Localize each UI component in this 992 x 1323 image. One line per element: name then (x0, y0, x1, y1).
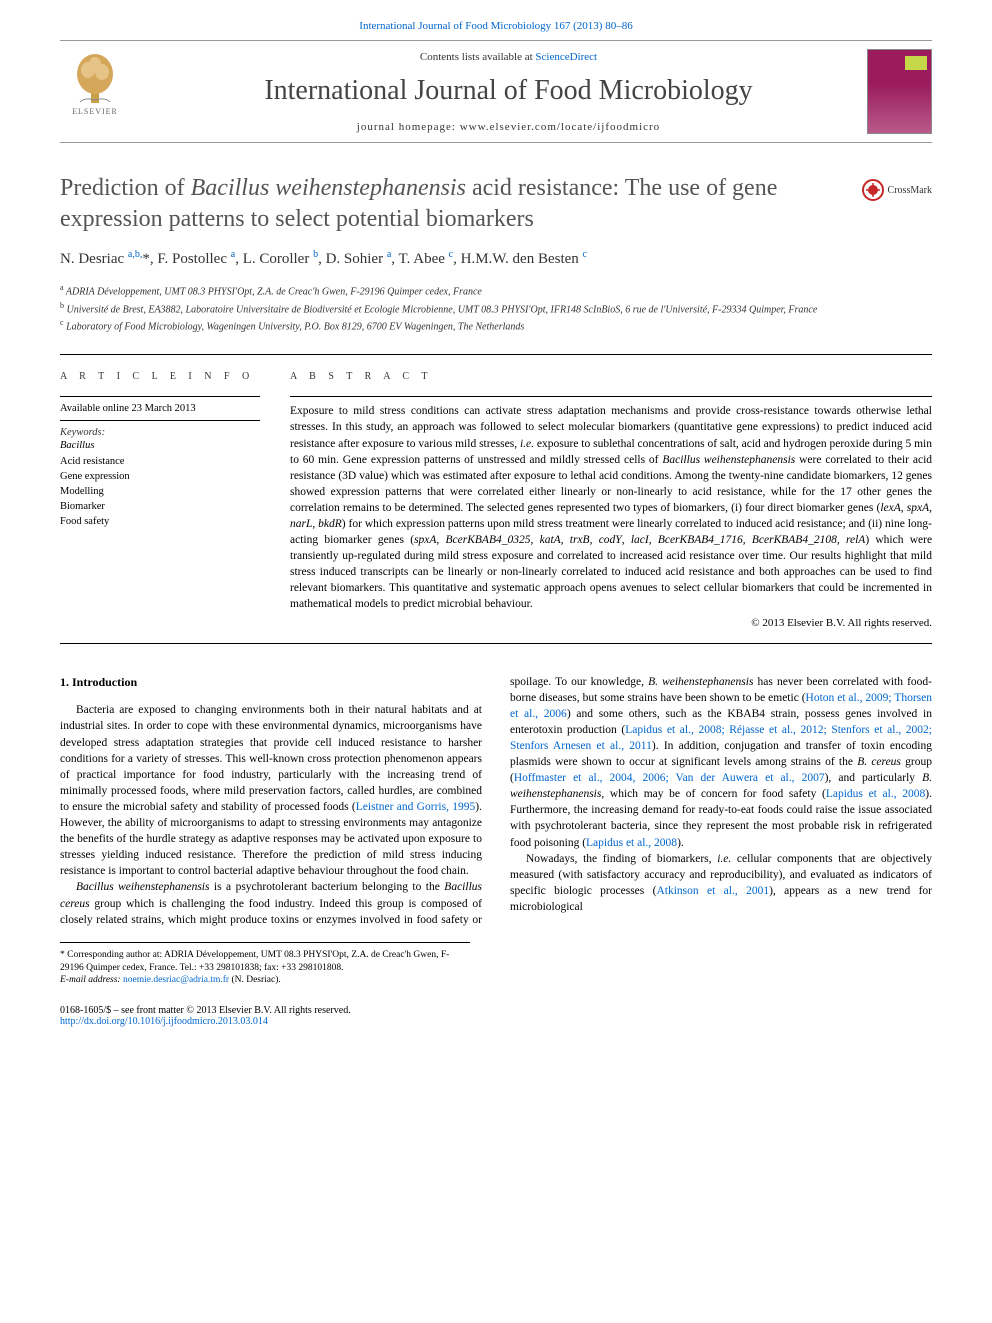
keywords-label: Keywords: (60, 427, 260, 438)
intro-p1: Bacteria are exposed to changing environ… (60, 702, 482, 879)
sciencedirect-link[interactable]: ScienceDirect (535, 51, 597, 63)
corresponding-author-footnote: * Corresponding author at: ADRIA Dévelop… (60, 942, 470, 987)
publisher-logo: ELSEVIER (60, 52, 130, 132)
p3-ref[interactable]: Atkinson et al., 2001 (656, 885, 769, 897)
body-text: 1. Introduction Bacteria are exposed to … (60, 674, 932, 928)
p2-ref4[interactable]: Lapidus et al., 2008 (826, 788, 925, 800)
masthead: ELSEVIER Contents lists available at Sci… (60, 40, 932, 143)
available-online-date: Available online 23 March 2013 (60, 403, 260, 414)
crossmark-badge[interactable]: CrossMark (862, 179, 932, 201)
abstract-rule (290, 396, 932, 397)
p2k: ), and particularly (825, 772, 923, 784)
article-title: Prediction of Bacillus weihenstephanensi… (60, 173, 842, 235)
publisher-name: ELSEVIER (72, 107, 118, 116)
homepage-line: journal homepage: www.elsevier.com/locat… (150, 121, 867, 133)
info-rule-2 (60, 420, 260, 421)
full-divider (60, 643, 932, 644)
p2-species4: B. cereus (857, 756, 901, 768)
issn-copyright: 0168-1605/$ – see front matter © 2013 El… (60, 1005, 351, 1016)
abstract-column: A B S T R A C T Exposure to mild stress … (290, 371, 932, 628)
email-suffix: (N. Desriac). (229, 975, 281, 985)
copyright-line: © 2013 Elsevier B.V. All rights reserved… (290, 617, 932, 629)
homepage-prefix: journal homepage: (357, 121, 460, 133)
section-divider (60, 354, 932, 355)
crossmark-label: CrossMark (888, 185, 932, 196)
abstract-body: Exposure to mild stress conditions can a… (290, 403, 932, 612)
page-footer: 0168-1605/$ – see front matter © 2013 El… (60, 1005, 932, 1027)
elsevier-tree-icon (70, 52, 120, 107)
crossmark-icon (862, 179, 884, 201)
p2-species3: B. weihenstephanensis (648, 676, 753, 688)
affiliations: a ADRIA Développement, UMT 08.3 PHYSI'Op… (60, 282, 932, 334)
title-pre: Prediction of (60, 175, 191, 201)
p2m: , which may be of concern for food safet… (601, 788, 825, 800)
p2-ref5[interactable]: Lapidus et al., 2008 (586, 837, 677, 849)
journal-cover-thumb (867, 49, 932, 134)
article-info-heading: A R T I C L E I N F O (60, 371, 260, 382)
p2-ref3[interactable]: Hoffmaster et al., 2004, 2006; Van der A… (514, 772, 825, 784)
contents-line: Contents lists available at ScienceDirec… (150, 51, 867, 63)
title-species: Bacillus weihenstephanensis (191, 175, 466, 201)
authors: N. Desriac a,b,*, F. Postollec a, L. Cor… (60, 249, 932, 268)
journal-title: International Journal of Food Microbiolo… (150, 75, 867, 107)
doi-link[interactable]: http://dx.doi.org/10.1016/j.ijfoodmicro.… (60, 1016, 351, 1027)
p1-text: Bacteria are exposed to changing environ… (60, 704, 482, 813)
p2o: ). (677, 837, 684, 849)
keywords-list: BacillusAcid resistanceGene expressionMo… (60, 438, 260, 529)
p2-species1: Bacillus weihenstephanensis (76, 881, 209, 893)
p2b: is a psychrotolerant bacterium belonging… (209, 881, 444, 893)
p3-ie: i.e. (717, 853, 731, 865)
journal-citation[interactable]: International Journal of Food Microbiolo… (60, 20, 932, 32)
info-rule-1 (60, 396, 260, 397)
contents-prefix: Contents lists available at (420, 51, 535, 63)
homepage-url[interactable]: www.elsevier.com/locate/ijfoodmicro (460, 121, 660, 133)
p3a: Nowadays, the finding of biomarkers, (526, 853, 717, 865)
corr-author-text: * Corresponding author at: ADRIA Dévelop… (60, 949, 470, 975)
intro-p3: Nowadays, the finding of biomarkers, i.e… (510, 851, 932, 915)
abstract-heading: A B S T R A C T (290, 371, 932, 382)
email-label: E-mail address: (60, 975, 123, 985)
corr-email[interactable]: noemie.desriac@adria.tm.fr (123, 975, 229, 985)
intro-heading: 1. Introduction (60, 674, 482, 691)
p1-ref[interactable]: Leistner and Gorris, 1995 (356, 801, 476, 813)
article-info-column: A R T I C L E I N F O Available online 2… (60, 371, 260, 628)
